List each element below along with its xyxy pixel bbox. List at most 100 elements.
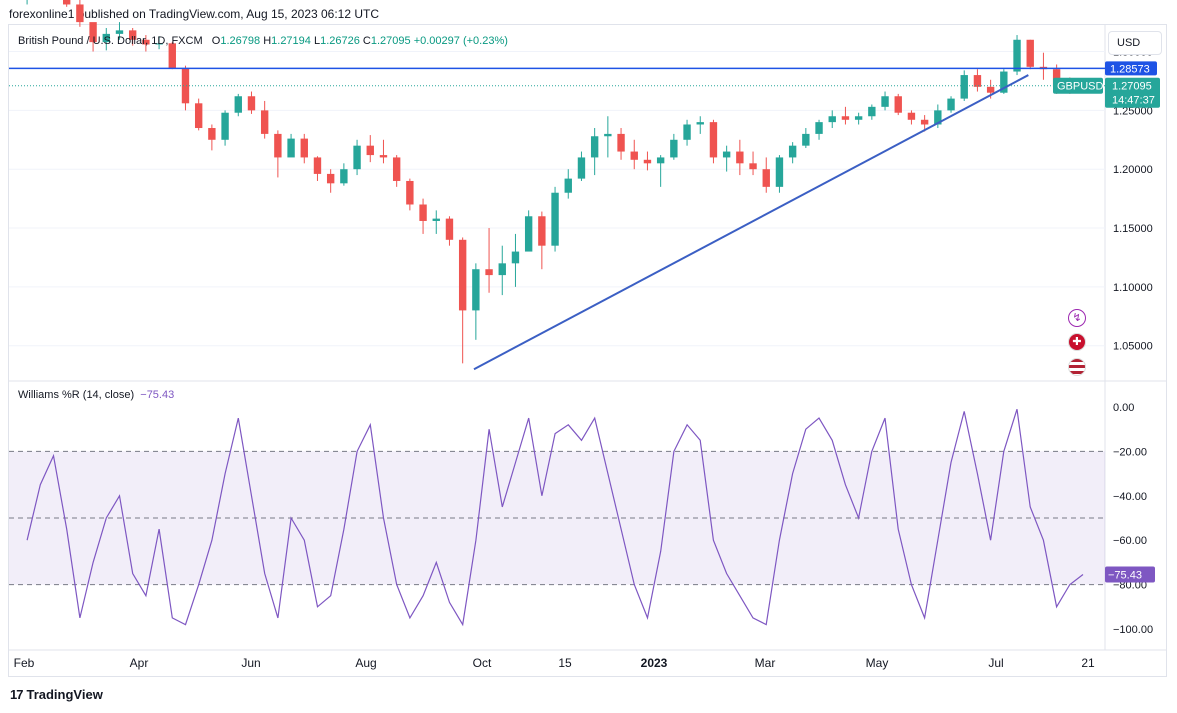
- price-tick-label: 1.20000: [1113, 164, 1153, 176]
- price-grid: [9, 51, 1105, 347]
- williams-r-pane: [9, 409, 1105, 627]
- candle-body: [353, 145, 361, 170]
- indicator-value: −75.43: [140, 389, 175, 401]
- change-value: +0.00297 (+0.23%): [413, 35, 508, 47]
- candle-body: [868, 106, 876, 117]
- time-tick-label: May: [866, 656, 889, 670]
- trendline[interactable]: [473, 74, 1029, 371]
- williams-r-axis[interactable]: 0.00 −20.00 −40.00 −60.00 −80.00 −100.00 −75.4…: [1105, 402, 1155, 636]
- wr-tick-label: −80.00: [1113, 580, 1147, 592]
- candle-body: [643, 159, 652, 164]
- symbol-tag[interactable]: [1053, 77, 1103, 94]
- indicator-legend: Williams %R (14, close) −75.43: [18, 389, 174, 401]
- price-tick-label: 1.15000: [1113, 223, 1153, 235]
- candle-body: [802, 133, 810, 146]
- low-label: L: [313, 35, 321, 47]
- candle-body: [788, 145, 797, 158]
- candle-body: [300, 138, 308, 158]
- candle-body: [498, 263, 506, 276]
- candle-body: [168, 43, 176, 69]
- symbol-name[interactable]: British Pound / U.S. Dollar, 1D, FXCM: [18, 35, 203, 47]
- uk-flag-icon[interactable]: ✚: [1068, 333, 1086, 351]
- candle-body: [326, 173, 335, 184]
- time-tick-label: Jun: [241, 656, 260, 670]
- candle-body: [630, 151, 638, 160]
- candle-body: [234, 96, 242, 113]
- candle-body: [841, 116, 850, 120]
- symbol-tag-label: GBPUSD: [1057, 81, 1104, 93]
- candle-body: [406, 180, 414, 205]
- candle-body: [590, 136, 599, 158]
- last-price-tag[interactable]: [1105, 77, 1160, 108]
- high-value: 1.27194: [271, 35, 311, 47]
- candle-body: [194, 103, 203, 129]
- time-tick-label: Feb: [14, 656, 35, 670]
- price-tick-label: 1.10000: [1113, 282, 1153, 294]
- candle-body: [1026, 39, 1034, 67]
- candle-body: [1000, 71, 1008, 93]
- candle-body: [656, 157, 665, 164]
- candle-body: [828, 116, 836, 123]
- indicator-name[interactable]: Williams %R (14, close): [18, 389, 135, 401]
- horizontal-line-value: 1.28573: [1110, 63, 1150, 75]
- candle-body: [736, 151, 744, 164]
- wr-tick-label: −40.00: [1113, 491, 1147, 503]
- close-value: 1.27095: [370, 35, 411, 47]
- open-label: O: [211, 35, 221, 47]
- us-flag-icon[interactable]: [1068, 358, 1086, 376]
- brand-footer[interactable]: 17 TradingView: [10, 687, 103, 702]
- lightning-icon[interactable]: ↯: [1068, 309, 1086, 327]
- candle-body: [445, 218, 454, 240]
- time-tick-label: 2023: [641, 656, 668, 670]
- candle-body: [551, 192, 559, 246]
- candle-body: [749, 163, 757, 170]
- drawing-overlays[interactable]: [9, 67, 1105, 371]
- candle-body: [564, 178, 572, 193]
- candle-body: [854, 116, 863, 120]
- candle-body: [142, 39, 150, 45]
- wr-tick-label: 0.00: [1113, 402, 1134, 414]
- candle-body: [247, 96, 256, 111]
- symbol-legend: British Pound / U.S. Dollar, 1D, FXCM O 1…: [18, 35, 508, 47]
- candle-body: [960, 75, 968, 99]
- price-axis[interactable]: 1.300001.250001.200001.150001.100001.050…: [1053, 47, 1160, 353]
- candle-body: [934, 110, 942, 125]
- time-tick-label: Jul: [988, 656, 1003, 670]
- candle-body: [617, 133, 625, 152]
- candle-body: [709, 122, 718, 158]
- wr-line: [26, 409, 1084, 627]
- candle-body: [274, 133, 282, 158]
- candle-body: [577, 157, 586, 179]
- publish-info: forexonline1 published on TradingView.co…: [9, 7, 380, 21]
- currency-button[interactable]: USD: [1108, 31, 1162, 55]
- horizontal-line-tag[interactable]: [1105, 61, 1157, 76]
- wr-value-tag[interactable]: [1105, 566, 1155, 583]
- candle-body: [115, 30, 124, 34]
- candle-body: [485, 269, 493, 276]
- candle-body: [894, 96, 902, 113]
- candle-body: [775, 157, 784, 187]
- candlestick-series: [26, 0, 1087, 364]
- candle-body: [89, 22, 97, 43]
- tradingview-logo-icon: 17: [10, 687, 24, 702]
- candle-body: [696, 122, 704, 125]
- candle-body: [181, 68, 190, 104]
- high-label: H: [263, 35, 272, 47]
- candle-body: [102, 33, 110, 43]
- candle-body: [538, 216, 546, 246]
- candle-body: [973, 75, 982, 87]
- candle-body: [260, 110, 269, 134]
- wr-tick-label: −100.00: [1113, 624, 1153, 636]
- low-value: 1.26726: [320, 35, 360, 47]
- candle-body: [907, 112, 916, 120]
- price-tick-label: 1.05000: [1113, 341, 1153, 353]
- candle-body: [432, 218, 440, 221]
- candle-body: [683, 124, 691, 140]
- candle-body: [128, 30, 137, 40]
- candle-body: [604, 133, 612, 137]
- time-axis[interactable]: Feb Apr Jun Aug Oct 15 2023 Mar May Jul 21: [14, 656, 1095, 670]
- candle-body: [920, 119, 929, 125]
- candle-body: [881, 96, 889, 107]
- countdown-timer: 14:47:37: [1112, 95, 1155, 107]
